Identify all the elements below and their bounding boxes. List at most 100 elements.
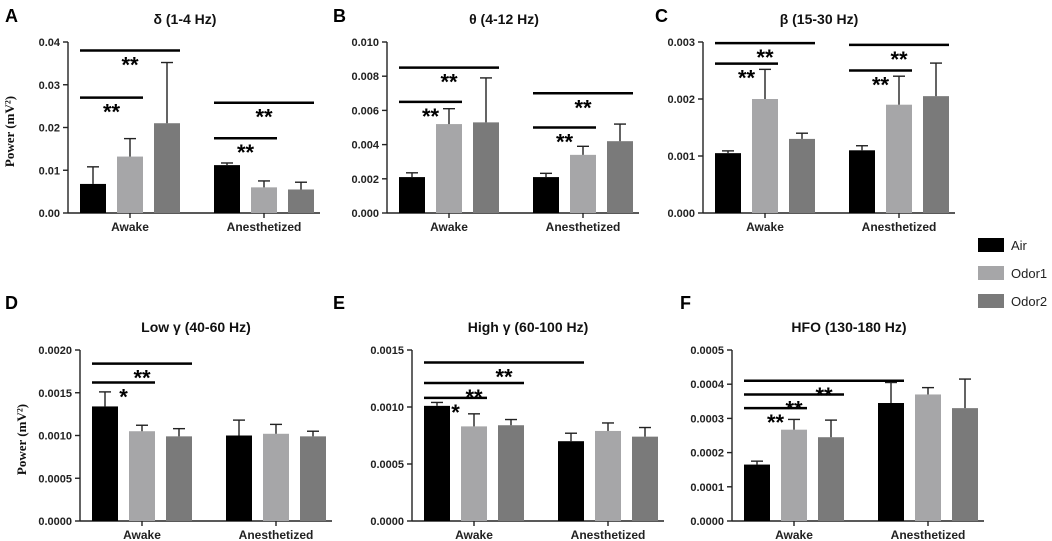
panel-title: θ (4-12 Hz) <box>469 11 539 27</box>
panel-e: E High γ (60-100 Hz) 0.0000 0.0005 0.0010 0.0… <box>333 293 664 541</box>
bar-air-awake <box>424 405 450 521</box>
y-tick-label: 0.002 <box>351 174 379 186</box>
significance-stars: ** <box>738 66 756 91</box>
x-tick-label: Awake <box>430 220 468 234</box>
y-tick-label: 0.000 <box>667 208 695 220</box>
bar-odor2-anesthetized <box>923 96 949 213</box>
x-tick-label: Anesthetized <box>546 220 621 234</box>
significance-stars: ** <box>872 73 890 98</box>
significance-stars: ** <box>422 104 440 129</box>
significance-stars: ** <box>574 95 592 120</box>
legend-label-air: Air <box>1011 238 1028 253</box>
bar-air-anesthetized <box>849 150 875 213</box>
y-tick-label: 0.0020 <box>38 345 72 357</box>
bar-odor1-anesthetized <box>595 430 621 521</box>
x-tick-label: Awake <box>123 528 161 541</box>
y-tick-label: 0.002 <box>667 94 695 106</box>
y-tick-label: 0.0010 <box>370 402 404 414</box>
y-tick-label: 0.0004 <box>690 379 725 391</box>
significance-stars: * <box>451 400 460 425</box>
bar-air-awake <box>92 406 118 521</box>
panel-letter: A <box>5 6 18 26</box>
y-axis-label: Power (mV²) <box>14 404 29 475</box>
bar-odor2-awake <box>818 437 844 521</box>
bar-odor2-awake <box>473 122 499 213</box>
significance-stars: ** <box>255 105 273 130</box>
y-tick-label: 0.0010 <box>38 431 72 443</box>
x-tick-label: Awake <box>775 528 813 541</box>
legend-swatch-odor1 <box>978 266 1004 280</box>
y-tick-label: 0.02 <box>39 123 60 135</box>
bar-air-awake <box>715 153 741 213</box>
significance-stars: ** <box>103 100 121 125</box>
significance-stars: ** <box>556 130 574 155</box>
bar-air-anesthetized <box>214 165 240 213</box>
y-tick-label: 0.008 <box>351 71 379 83</box>
legend-swatch-odor2 <box>978 294 1004 308</box>
significance-stars: ** <box>465 385 483 410</box>
legend-label-odor1: Odor1 <box>1011 266 1047 281</box>
bar-odor2-anesthetized <box>632 436 658 521</box>
bar-odor2-awake <box>154 123 180 213</box>
bar-air-awake <box>744 464 770 521</box>
bar-air-anesthetized <box>226 435 252 521</box>
bar-odor1-anesthetized <box>251 187 277 213</box>
y-tick-label: 0.006 <box>351 105 379 117</box>
y-tick-label: 0.0005 <box>690 345 724 357</box>
bar-odor1-awake <box>117 156 143 213</box>
bar-odor2-anesthetized <box>952 408 978 521</box>
significance-stars: ** <box>237 140 255 165</box>
significance-stars: ** <box>785 396 803 421</box>
bar-odor1-awake <box>129 431 155 521</box>
x-tick-label: Anesthetized <box>239 528 314 541</box>
y-tick-label: 0.010 <box>351 37 379 49</box>
legend-label-odor2: Odor2 <box>1011 294 1047 309</box>
panel-title: HFO (130-180 Hz) <box>791 319 906 335</box>
bar-air-anesthetized <box>533 177 559 213</box>
bar-odor2-anesthetized <box>300 436 326 521</box>
y-tick-label: 0.0000 <box>38 516 72 528</box>
x-tick-label: Anesthetized <box>891 528 966 541</box>
significance-stars: ** <box>440 70 458 95</box>
panel-letter: D <box>5 293 18 313</box>
bar-odor1-anesthetized <box>915 394 941 521</box>
bar-odor1-awake <box>461 426 487 521</box>
y-tick-label: 0.001 <box>667 151 695 163</box>
x-tick-label: Awake <box>455 528 493 541</box>
y-axis-label: Power (mV²) <box>2 96 17 167</box>
y-tick-label: 0.01 <box>39 165 60 177</box>
bar-odor2-anesthetized <box>607 141 633 213</box>
panel-letter: F <box>680 293 691 313</box>
panel-title: δ (1-4 Hz) <box>154 11 217 27</box>
bar-odor2-awake <box>166 436 192 521</box>
x-tick-label: Anesthetized <box>571 528 646 541</box>
bar-air-awake <box>399 177 425 213</box>
significance-stars: ** <box>767 410 785 435</box>
significance-stars: * <box>119 384 128 409</box>
x-tick-label: Awake <box>111 220 149 234</box>
y-tick-label: 0.0002 <box>690 448 724 460</box>
bar-odor2-anesthetized <box>288 189 314 213</box>
bar-air-anesthetized <box>558 441 584 521</box>
bar-air-awake <box>80 183 106 213</box>
x-tick-label: Anesthetized <box>227 220 302 234</box>
y-tick-label: 0.0015 <box>370 345 404 357</box>
panel-d: D Low γ (40-60 Hz) Power (mV²) 0.0000 0.0005… <box>5 293 332 541</box>
panel-title: High γ (60-100 Hz) <box>468 319 589 335</box>
x-tick-label: Anesthetized <box>862 220 937 234</box>
bar-odor2-awake <box>498 425 524 521</box>
significance-stars: ** <box>756 45 774 70</box>
significance-stars: ** <box>815 383 833 408</box>
panel-f: F HFO (130-180 Hz) 0.0000 0.0001 0.0002 0.000… <box>680 293 984 541</box>
y-tick-label: 0.004 <box>351 140 379 152</box>
panel-letter: C <box>655 6 668 26</box>
bar-odor1-awake <box>436 124 462 213</box>
legend: Air Odor1 Odor2 <box>978 238 1047 309</box>
significance-stars: ** <box>133 366 151 391</box>
y-tick-label: 0.04 <box>39 37 61 49</box>
legend-swatch-air <box>978 238 1004 252</box>
y-tick-label: 0.003 <box>667 37 695 49</box>
significance-stars: ** <box>121 53 139 78</box>
